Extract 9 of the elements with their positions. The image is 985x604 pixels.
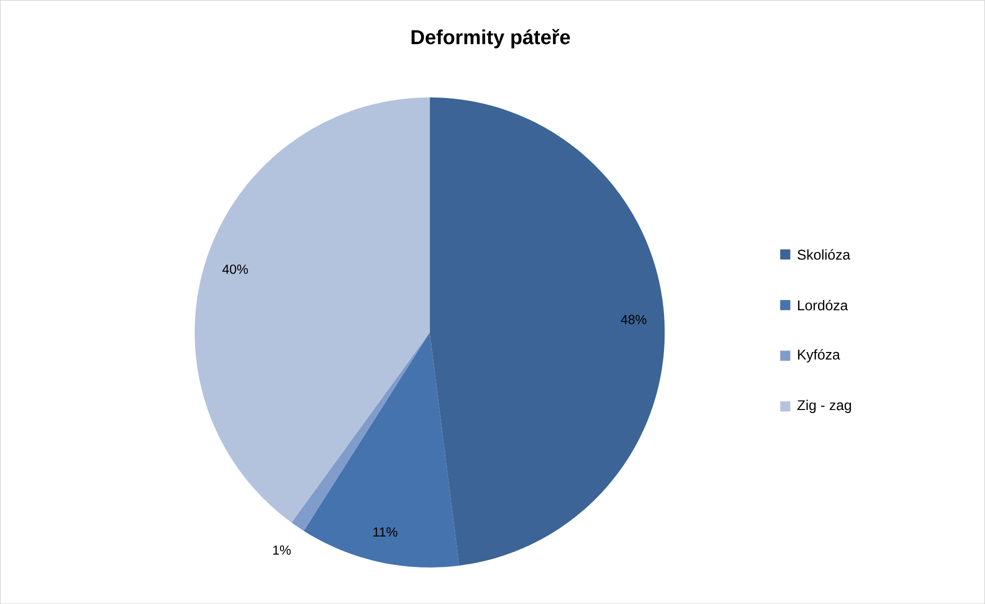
legend-label: Zig - zag: [797, 400, 851, 413]
legend-label: Kyfóza: [798, 349, 840, 362]
data-label: 40%: [222, 264, 248, 274]
legend-label: Skolióza: [798, 249, 850, 260]
chart-title: Deformity páteře: [412, 28, 570, 48]
data-label: 1%: [273, 545, 291, 555]
legend-label: Lordóza: [798, 300, 848, 310]
data-label: 11%: [373, 527, 398, 537]
data-label: 48%: [620, 314, 646, 324]
